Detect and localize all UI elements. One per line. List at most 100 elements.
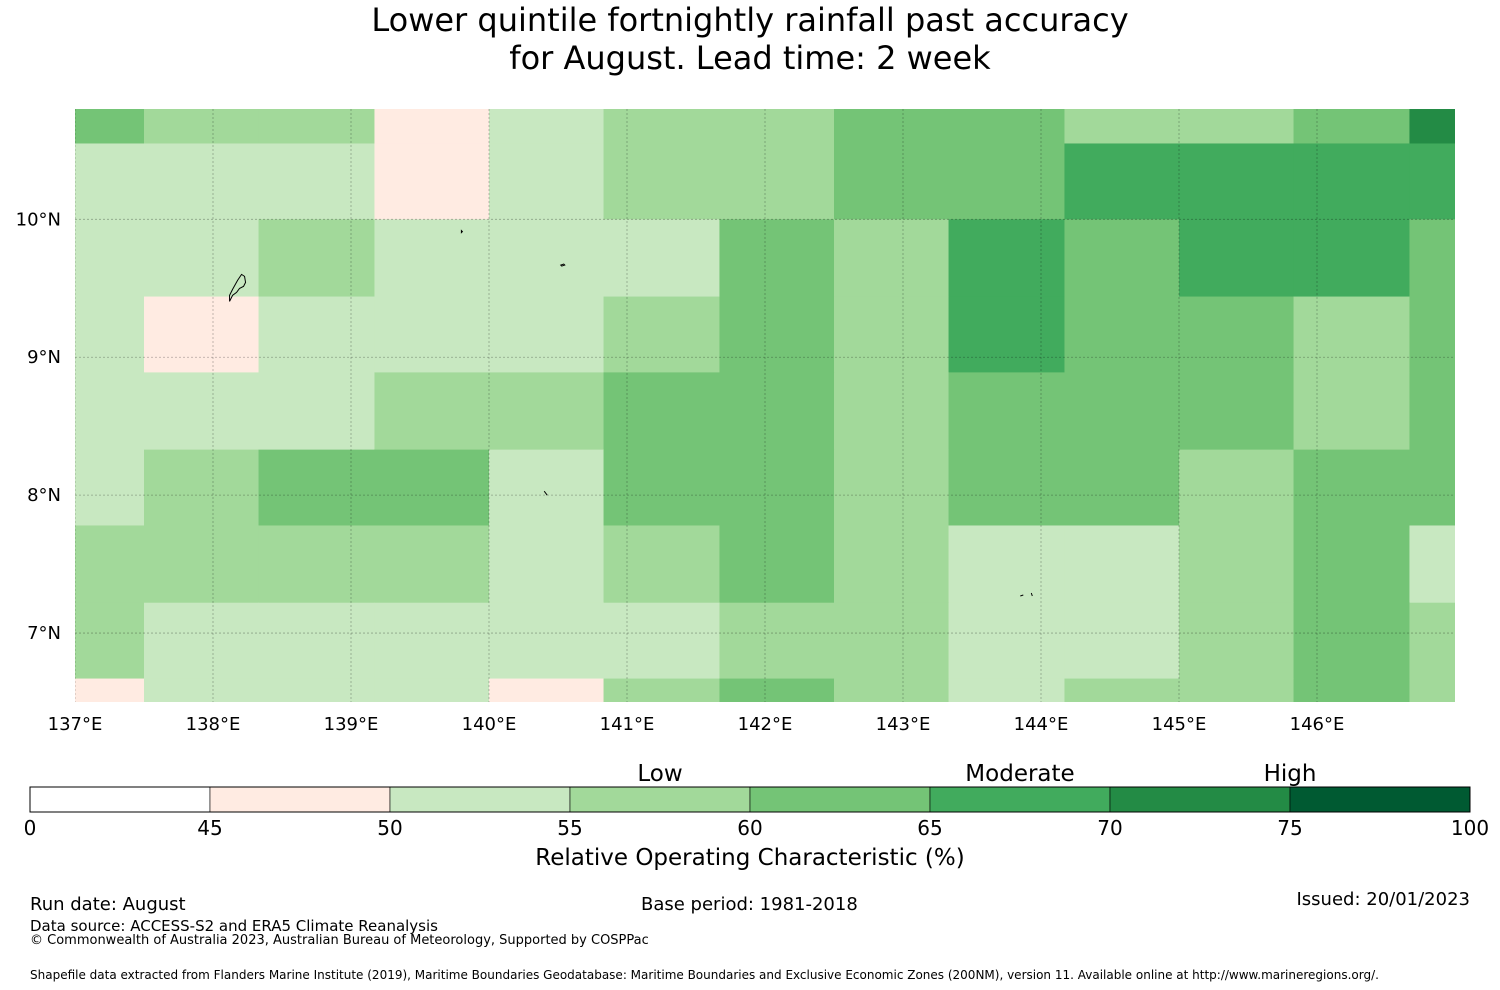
roc-cell [603, 219, 720, 298]
roc-cell [948, 219, 1065, 298]
roc-cell [489, 109, 605, 144]
roc-cell [1293, 109, 1410, 144]
lon-tick-label: 141°E [600, 714, 655, 735]
roc-cell [1409, 602, 1455, 680]
roc-cell [1064, 109, 1180, 144]
roc-cell [489, 602, 605, 680]
graticule [75, 109, 1455, 702]
roc-cell [144, 449, 260, 526]
roc-cell [719, 143, 835, 220]
roc-cell [374, 109, 490, 144]
roc-cell [1293, 602, 1410, 680]
roc-cell [489, 296, 605, 373]
roc-cell [834, 602, 950, 680]
roc-cell [374, 602, 490, 680]
roc-cell [948, 372, 1065, 451]
colorbar-bin [209, 786, 391, 813]
roc-cell [374, 372, 490, 451]
roc-cell [834, 449, 950, 526]
roc-cell [258, 372, 375, 451]
roc-cell [75, 219, 145, 298]
roc-cell [603, 449, 720, 526]
lat-tick-label: 9°N [27, 347, 61, 368]
colorbar-axis-label: Relative Operating Characteristic (%) [535, 845, 965, 871]
colorbar-tick-label: 0 [24, 816, 37, 840]
roc-cell [834, 525, 950, 604]
roc-cell [144, 143, 260, 220]
roc-cell [948, 449, 1065, 526]
roc-cell [603, 296, 720, 373]
roc-cell [489, 143, 605, 220]
copyright: © Commonwealth of Australia 2023, Austra… [30, 933, 649, 948]
roc-cell [144, 219, 260, 298]
roc-cell [489, 525, 605, 604]
roc-cell [603, 372, 720, 451]
roc-cell [1179, 525, 1295, 604]
roc-cell [1179, 109, 1295, 144]
colorbar-tick-label: 45 [197, 816, 222, 840]
lon-tick-label: 142°E [738, 714, 793, 735]
roc-cell [948, 296, 1065, 373]
lon-tick-label: 146°E [1290, 714, 1345, 735]
roc-cell [1179, 449, 1295, 526]
roc-cell [75, 143, 145, 220]
island-outlines [229, 229, 1033, 597]
roc-cell [1293, 449, 1410, 526]
colorbar-tick-label: 65 [917, 816, 942, 840]
roc-cell [75, 372, 145, 451]
roc-cell [374, 525, 490, 604]
colorbar [29, 786, 1471, 813]
roc-cell [834, 296, 950, 373]
roc-cell [258, 296, 375, 373]
roc-cell [144, 296, 260, 373]
roc-cell [258, 143, 375, 220]
roc-cell [75, 678, 145, 702]
island-woleai-outline [1020, 592, 1033, 597]
roc-cell [75, 296, 145, 373]
roc-cell [144, 525, 260, 604]
roc-cell [603, 602, 720, 680]
roc-cell [719, 678, 835, 702]
colorbar-bin [1109, 786, 1291, 813]
roc-cell [1293, 525, 1410, 604]
roc-cell [75, 449, 145, 526]
roc-cell [1179, 296, 1295, 373]
roc-cell [489, 372, 605, 451]
roc-cell [1293, 219, 1410, 298]
roc-cell [374, 143, 490, 220]
roc-cell [489, 678, 605, 702]
roc-cell [258, 219, 375, 298]
roc-cell [719, 525, 835, 604]
map-axis-labels: 137°E 138°E 139°E 140°E 141°E 142°E 143°E 144°E… [16, 209, 1345, 735]
roc-cell [1179, 219, 1295, 298]
roc-cell [1409, 109, 1455, 144]
colorbar-tick-label: 100 [1451, 816, 1489, 840]
roc-cell [1409, 219, 1455, 298]
roc-cell [489, 219, 605, 298]
roc-cell [719, 109, 835, 144]
roc-cell [258, 525, 375, 604]
roc-cell [75, 602, 145, 680]
data-source: Data source: ACCESS-S2 and ERA5 Climate … [30, 917, 438, 935]
roc-cell [144, 602, 260, 680]
roc-cell [1064, 143, 1180, 220]
lon-tick-label: 143°E [876, 714, 931, 735]
roc-cell [489, 449, 605, 526]
roc-cell [948, 525, 1065, 604]
roc-cell [1409, 525, 1455, 604]
roc-cell [374, 219, 490, 298]
roc-cell [719, 296, 835, 373]
roc-cell [75, 109, 145, 144]
colorbar-tick-labels: 0 45 50 55 60 65 70 75 100 [24, 816, 1489, 840]
roc-cell [719, 219, 835, 298]
roc-cell [1179, 678, 1295, 702]
colorbar-categories: Low Moderate High [637, 761, 1316, 787]
roc-cell [834, 219, 950, 298]
roc-cell [1409, 296, 1455, 373]
roc-cell [834, 143, 950, 220]
roc-cell [258, 678, 375, 702]
map-title-line2: for August. Lead time: 2 week [509, 39, 991, 77]
roc-cell [144, 678, 260, 702]
lon-tick-label: 138°E [186, 714, 241, 735]
lon-tick-label: 140°E [462, 714, 517, 735]
